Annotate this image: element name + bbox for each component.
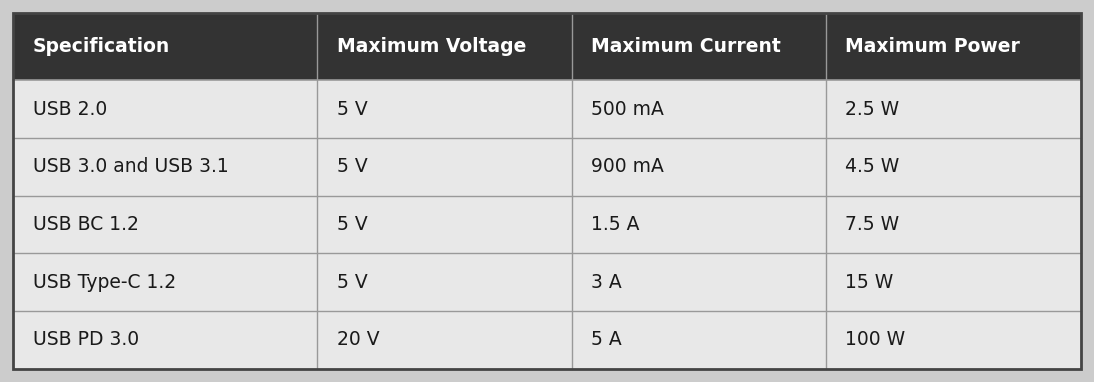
Text: 5 V: 5 V [337, 273, 368, 291]
Text: 4.5 W: 4.5 W [846, 157, 899, 176]
Text: USB 2.0: USB 2.0 [33, 100, 107, 118]
Text: Specification: Specification [33, 37, 170, 56]
Bar [13, 196, 1081, 253]
Text: Maximum Power: Maximum Power [846, 37, 1021, 56]
Text: 100 W: 100 W [846, 330, 906, 349]
Text: 900 mA: 900 mA [591, 157, 664, 176]
Text: USB 3.0 and USB 3.1: USB 3.0 and USB 3.1 [33, 157, 229, 176]
Text: USB BC 1.2: USB BC 1.2 [33, 215, 139, 234]
Bar [13, 311, 1081, 369]
Text: 3 A: 3 A [591, 273, 622, 291]
Text: 500 mA: 500 mA [591, 100, 664, 118]
Bar [13, 253, 1081, 311]
Text: 20 V: 20 V [337, 330, 380, 349]
Text: USB Type-C 1.2: USB Type-C 1.2 [33, 273, 176, 291]
Bar [13, 13, 1081, 80]
Text: 5 V: 5 V [337, 215, 368, 234]
Text: 15 W: 15 W [846, 273, 894, 291]
Text: 5 A: 5 A [591, 330, 622, 349]
Text: Maximum Current: Maximum Current [591, 37, 781, 56]
Text: 7.5 W: 7.5 W [846, 215, 899, 234]
Text: 1.5 A: 1.5 A [591, 215, 640, 234]
Text: 5 V: 5 V [337, 157, 368, 176]
Bar [13, 138, 1081, 196]
Text: Maximum Voltage: Maximum Voltage [337, 37, 526, 56]
Bar [13, 80, 1081, 138]
Text: USB PD 3.0: USB PD 3.0 [33, 330, 139, 349]
Text: 2.5 W: 2.5 W [846, 100, 899, 118]
Text: 5 V: 5 V [337, 100, 368, 118]
